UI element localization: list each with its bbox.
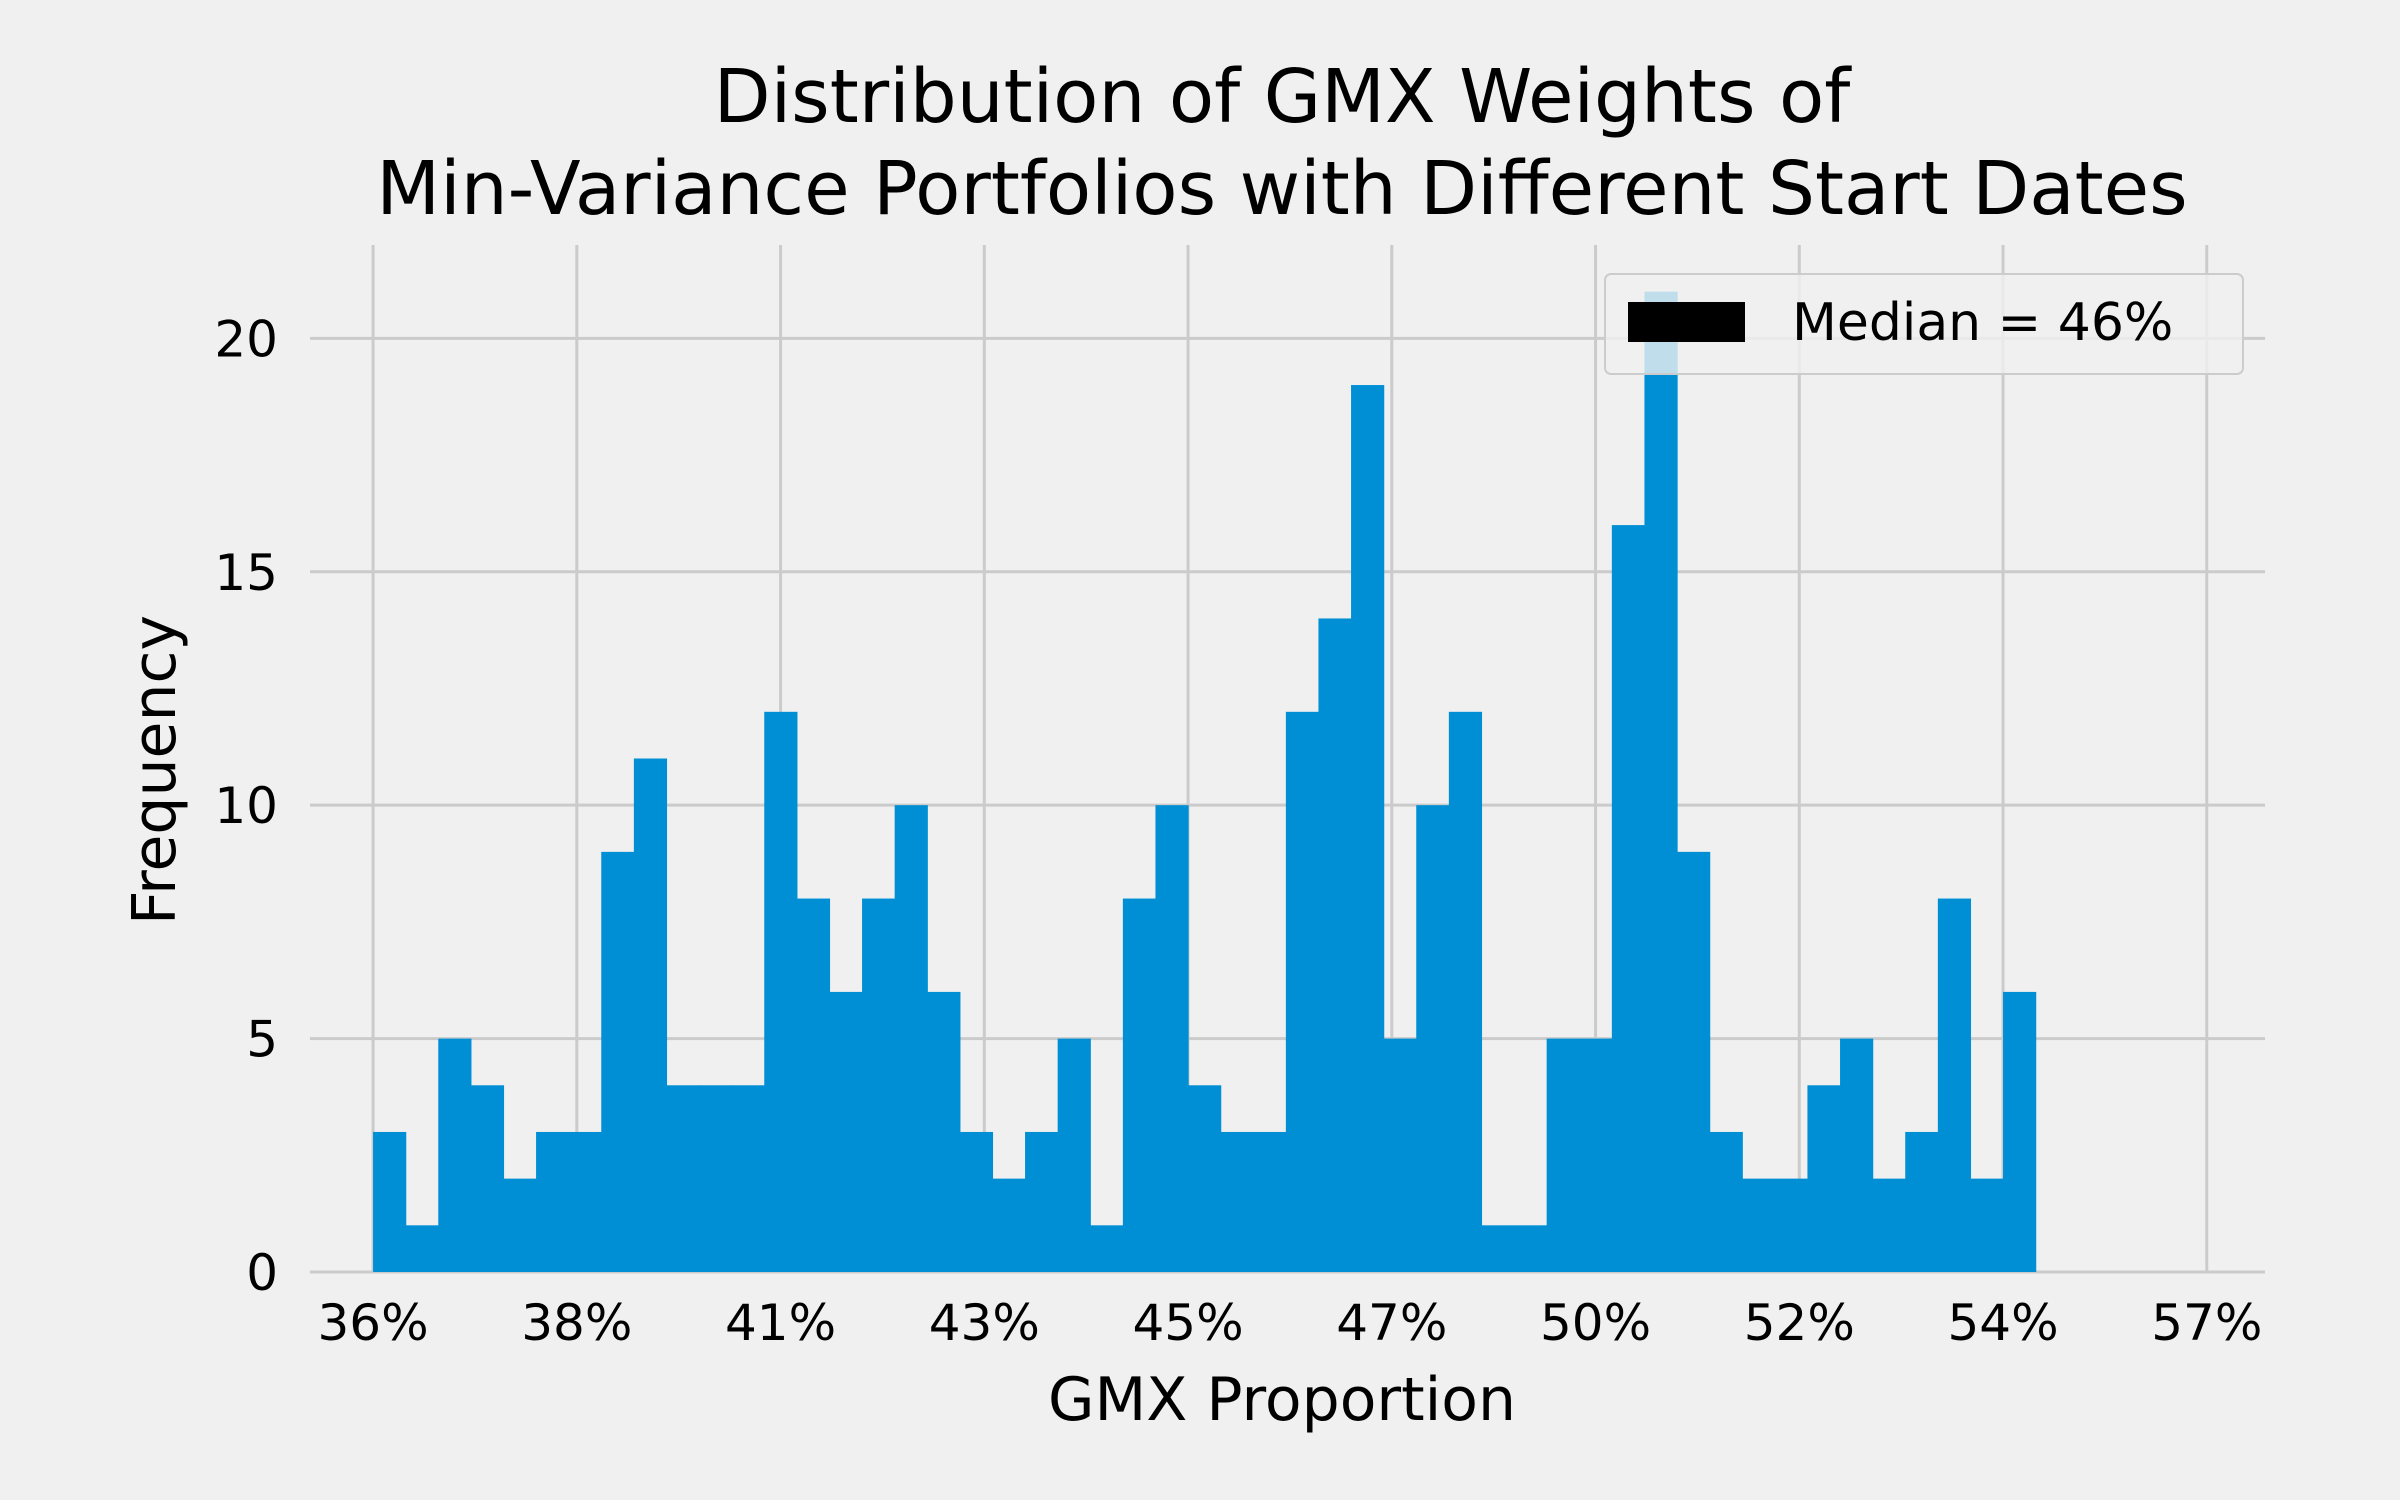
histogram-bar — [1090, 1225, 1124, 1272]
x-tick-label: 45% — [1132, 1294, 1243, 1352]
y-tick-label: 10 — [214, 777, 278, 835]
legend-box — [1604, 273, 2244, 375]
histogram-bar — [1546, 1038, 1580, 1272]
x-axis-ticks: 36% 38% 41% 43% 45% 47% 50% 52% 54% 57% — [317, 1294, 2262, 1352]
x-tick-label: 54% — [1947, 1294, 2058, 1352]
x-tick-label: 57% — [2151, 1294, 2262, 1352]
histogram-bar — [1807, 1085, 1841, 1272]
histogram-bar — [1318, 618, 1352, 1272]
histogram-bar — [894, 805, 928, 1272]
histogram-bar — [959, 1131, 994, 1272]
histogram-bar — [1644, 291, 1678, 1272]
histogram-bar — [1155, 805, 1189, 1272]
histogram-bar — [633, 758, 668, 1272]
histogram-bar — [1285, 711, 1320, 1272]
y-axis-label: Frequency — [120, 615, 190, 925]
histogram-bar — [1937, 898, 1972, 1272]
legend-label-median: Median = 46% — [1792, 293, 2173, 353]
histogram-bar — [373, 1131, 407, 1272]
histogram-bars — [373, 291, 2037, 1273]
histogram-bar — [601, 851, 635, 1272]
histogram-bar — [1351, 385, 1385, 1273]
histogram-bar — [1579, 1038, 1613, 1272]
histogram-bar — [1448, 711, 1483, 1272]
histogram-bar — [862, 898, 896, 1272]
histogram-bar — [731, 1085, 765, 1272]
histogram-bar — [1611, 525, 1646, 1272]
histogram-bar — [1677, 851, 1711, 1272]
histogram-bar — [438, 1038, 472, 1272]
histogram-bar — [992, 1178, 1026, 1272]
x-tick-label: 52% — [1744, 1294, 1855, 1352]
x-tick-label: 47% — [1336, 1294, 1447, 1352]
histogram-bar — [503, 1178, 537, 1272]
histogram-bar — [1872, 1178, 1906, 1272]
chart-title-line-1: Distribution of GMX Weights of — [714, 54, 1853, 140]
y-tick-label: 5 — [246, 1011, 278, 1069]
histogram-bar — [764, 711, 798, 1272]
histogram-bar — [927, 991, 961, 1272]
legend: Median = 46% — [1604, 273, 2244, 375]
histogram-bar — [1774, 1178, 1809, 1272]
histogram-bar — [829, 991, 863, 1272]
histogram-bar — [405, 1225, 439, 1272]
legend-swatch-median — [1628, 302, 1745, 342]
histogram-bar — [1514, 1225, 1548, 1272]
histogram-bar — [1905, 1131, 1939, 1272]
x-axis-label: GMX Proportion — [1048, 1365, 1516, 1435]
histogram-bar — [1122, 898, 1157, 1272]
histogram-bar — [1840, 1038, 1874, 1272]
histogram-bar — [1025, 1131, 1059, 1272]
y-tick-label: 15 — [214, 544, 278, 602]
histogram-bar — [796, 898, 831, 1272]
histogram-bar — [568, 1131, 602, 1272]
histogram-bar — [470, 1085, 505, 1272]
histogram-bar — [1416, 805, 1450, 1272]
y-tick-label: 20 — [214, 310, 278, 368]
histogram-bar — [699, 1085, 733, 1272]
chart-title-line-2: Min-Variance Portfolios with Different S… — [376, 146, 2187, 232]
histogram-bar — [1188, 1085, 1222, 1272]
y-axis-ticks: 0 5 10 15 20 — [214, 310, 278, 1302]
x-tick-label: 50% — [1540, 1294, 1651, 1352]
histogram-bar — [1970, 1178, 2004, 1272]
x-tick-label: 36% — [317, 1294, 428, 1352]
histogram-bar — [1383, 1038, 1417, 1272]
histogram-bar — [1481, 1225, 1515, 1272]
histogram-bar — [1220, 1131, 1254, 1272]
histogram-bar — [1253, 1131, 1287, 1272]
histogram-bar — [1742, 1178, 1776, 1272]
histogram-bar — [2003, 991, 2037, 1272]
histogram-bar — [666, 1085, 700, 1272]
y-tick-label: 0 — [246, 1244, 278, 1302]
histogram-bar — [536, 1131, 570, 1272]
histogram-bar — [1709, 1131, 1743, 1272]
x-tick-label: 38% — [521, 1294, 632, 1352]
x-tick-label: 43% — [929, 1294, 1040, 1352]
x-tick-label: 41% — [725, 1294, 836, 1352]
histogram-bar — [1057, 1038, 1091, 1272]
